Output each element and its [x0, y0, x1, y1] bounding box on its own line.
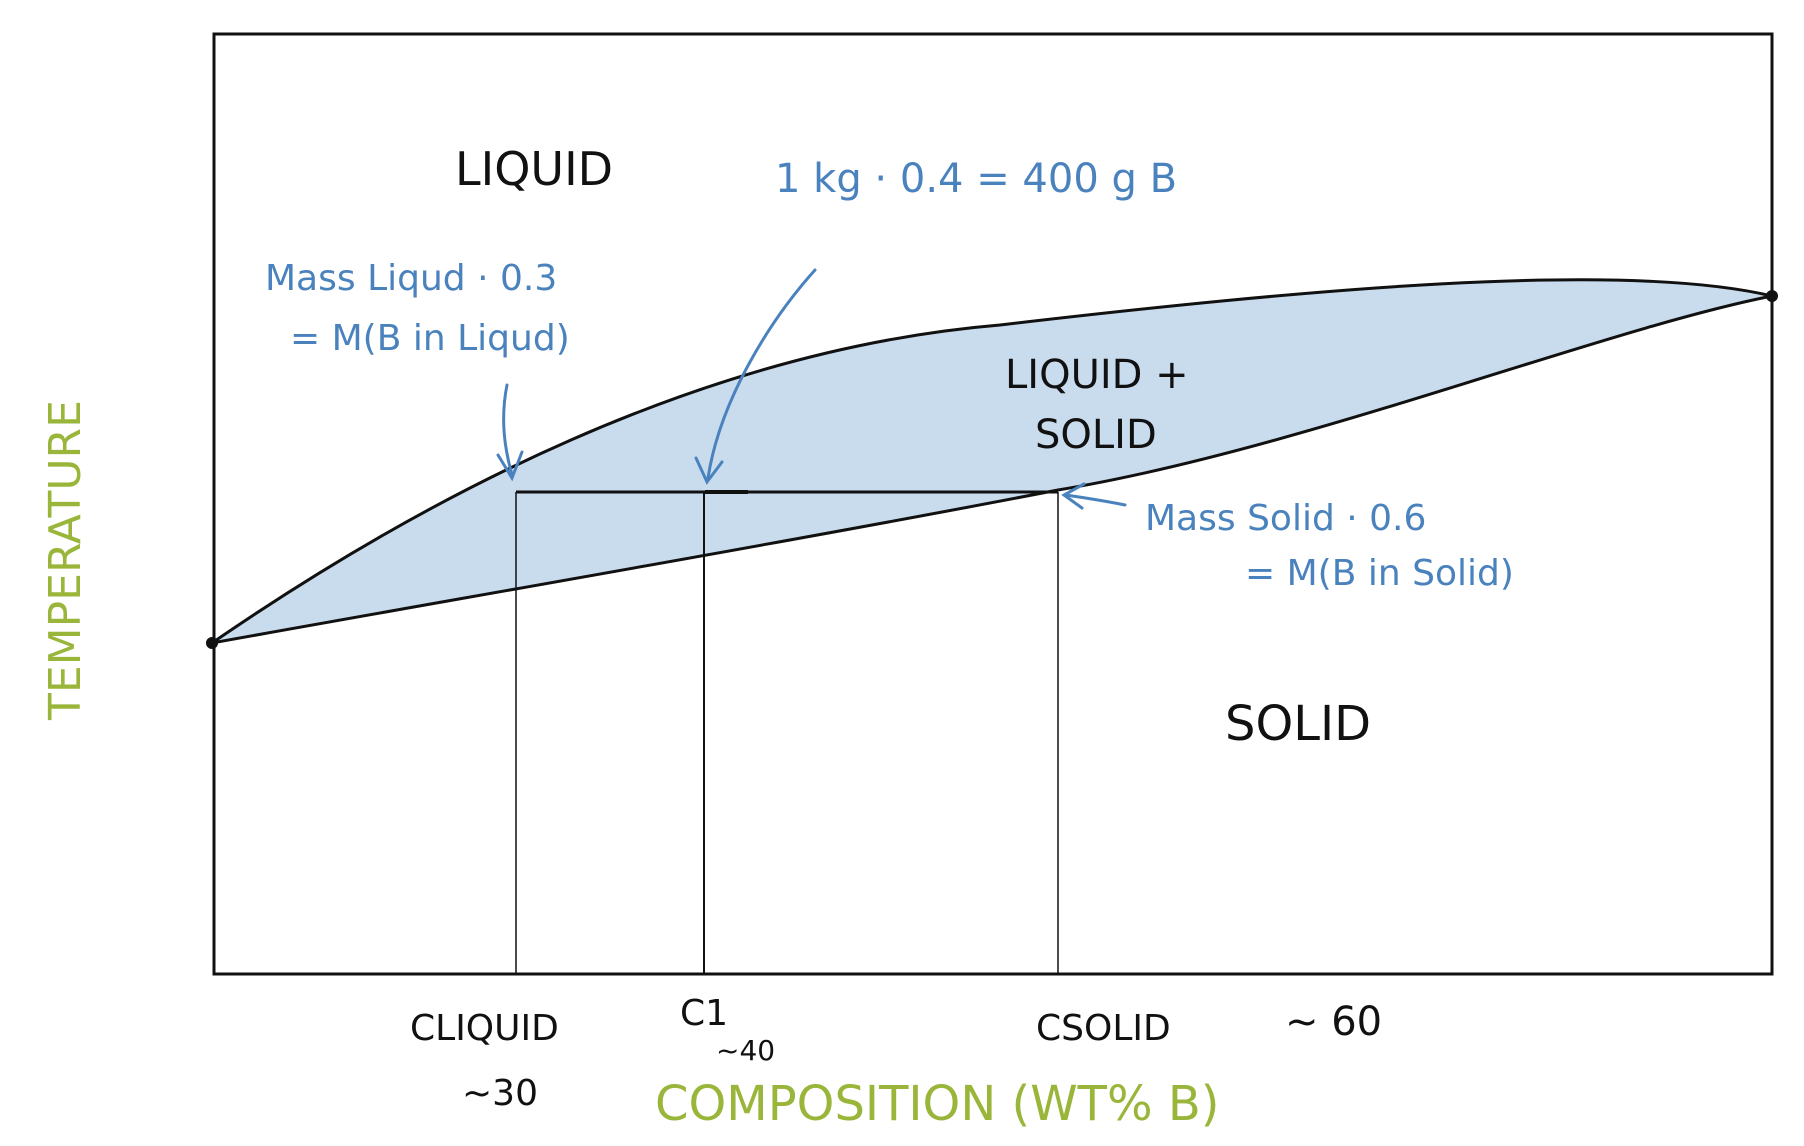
arrow-to-c1-point	[694, 268, 817, 485]
pure-b-melting-point	[1766, 290, 1778, 302]
region-label-liquid: LIQUID	[455, 142, 613, 196]
region-label-two-phase-line2: SOLID	[1035, 412, 1157, 458]
annotation-solid-line2: = M(B in Solid)	[1245, 553, 1514, 594]
two-phase-region	[212, 279, 1772, 643]
annotation-solid-line1: Mass Solid · 0.6	[1145, 498, 1426, 539]
region-label-two-phase-line1: LIQUID +	[1005, 352, 1189, 398]
x-marker-c1-value: ~40	[716, 1034, 775, 1067]
arrow-to-solid-point	[1061, 482, 1127, 510]
annotation-overall-mass-b: 1 kg · 0.4 = 400 g B	[775, 156, 1177, 202]
x-axis-title: COMPOSITION (WT% B)	[655, 1076, 1220, 1132]
liquidus-curve	[211, 278, 1773, 645]
annotation-liquid-line2: = M(B in Liqud)	[290, 318, 570, 359]
x-marker-c-solid-value: ~ 60	[1285, 999, 1382, 1045]
x-marker-c-solid: CSOLID	[1036, 1008, 1171, 1049]
x-marker-c-liquid: CLIQUID	[410, 1008, 559, 1049]
annotation-liquid-line1: Mass Liqud · 0.3	[265, 258, 557, 299]
pure-a-melting-point	[206, 637, 218, 649]
plot-frame	[212, 32, 1774, 976]
x-marker-c1: C1	[680, 993, 728, 1034]
y-axis-title: TEMPERATURE	[40, 400, 91, 721]
arrow-to-liquid-point	[496, 383, 524, 482]
x-marker-c-liquid-value: ~30	[462, 1073, 538, 1114]
solidus-curve	[211, 294, 1773, 645]
region-label-solid: SOLID	[1225, 696, 1371, 752]
